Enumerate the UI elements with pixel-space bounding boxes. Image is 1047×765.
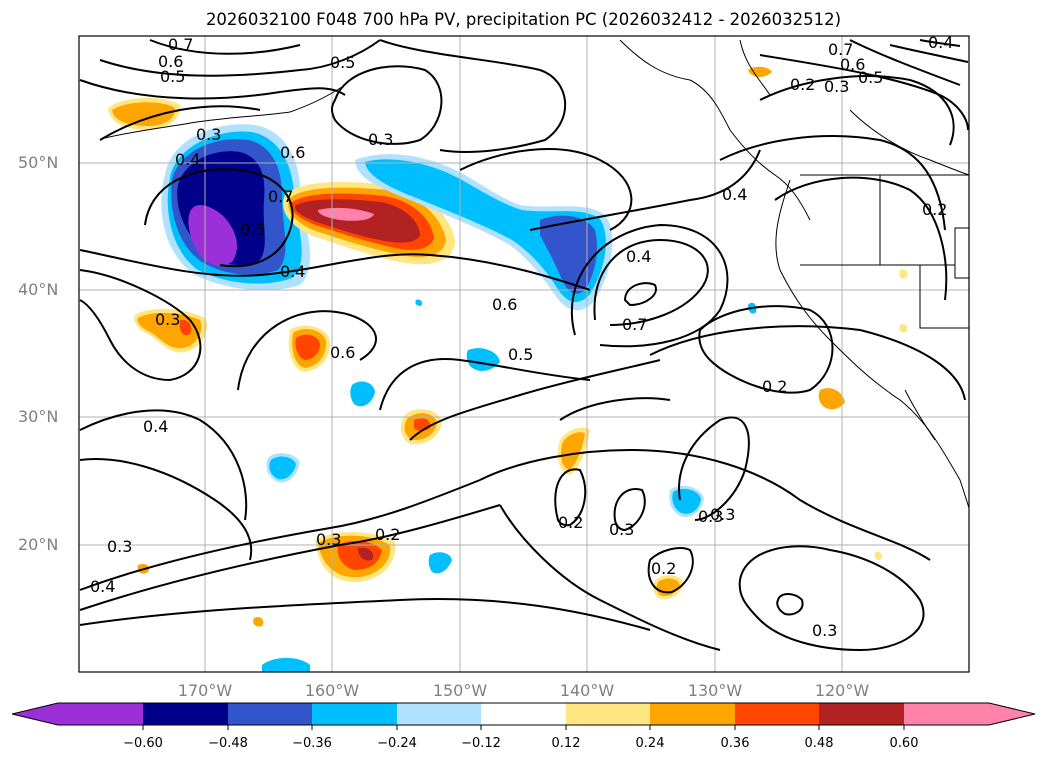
contour-label: 0.7 [168,35,193,54]
contour-label: 0.3 [609,520,634,539]
colorbar-segment [143,703,228,725]
lat-label-30n: 30°N [18,407,59,426]
colorbar-segment [228,703,312,725]
contour-label: 0.4 [626,247,651,266]
lon-label-140w: 140°W [559,681,615,700]
contour-label: 0.7 [622,315,647,334]
map-frame [78,35,970,673]
map-panel: 0.7 0.6 0.5 0.5 0.3 0.3 0.4 0.6 0.7 0.5 … [78,33,970,673]
colorbar-tick-label: 0.12 [551,736,581,751]
colorbar-tick-label: 0.24 [635,736,665,751]
lon-label-150w: 150°W [432,681,488,700]
colorbar-segment [481,703,566,725]
lon-label-120w: 120°W [814,681,870,700]
contour-label: 0.6 [280,143,305,162]
colorbar-tick-label: −0.60 [123,736,163,751]
contour-label: 0.5 [858,68,883,87]
lat-label-50n: 50°N [18,153,59,172]
contour-label: 0.2 [922,200,947,219]
colorbar-outline [11,702,1036,726]
contour-label: 0.6 [330,343,355,362]
contour-label: 0.4 [928,33,953,52]
contour-label: 0.5 [240,220,265,239]
colorbar-segment [650,703,735,725]
colorbar-extend-low [12,703,58,725]
coastlines [104,39,970,509]
precipitation-shading [108,66,908,672]
contour-label: 0.3 [196,125,221,144]
contour-label: 0.2 [558,513,583,532]
contour-label: 0.6 [158,52,183,71]
contour-label: 0.3 [107,537,132,556]
contour-label: 0.2 [790,75,815,94]
contour-label: 0.7 [828,40,853,59]
contour-label: 0.5 [160,67,185,86]
contour-label: 0.4 [90,577,115,596]
figure-title: 2026032100 F048 700 hPa PV, precipitatio… [205,10,842,29]
contour-label: 0.6 [840,55,865,74]
colorbar-tick-label: −0.12 [461,736,501,751]
contour-label: 0.7 [268,187,293,206]
contour-label: 0.4 [143,417,168,436]
contour-label: 0.3 [316,530,341,549]
contour-label: 0.6 [492,295,517,314]
graticule [79,36,969,672]
lon-label-160w: 160°W [304,681,360,700]
contour-labels: 0.7 0.6 0.5 0.5 0.3 0.3 0.4 0.6 0.7 0.5 … [90,33,953,640]
colorbar-tick-label: −0.24 [377,736,417,751]
contour-label: 0.2 [375,525,400,544]
colorbar-tick-label: 0.36 [720,736,750,751]
contour-label: 0.3 [368,130,393,149]
contour-label: 0.3 [710,505,735,524]
colorbar-segment [397,703,481,725]
lat-label-20n: 20°N [18,535,59,554]
colorbar-tick-label: −0.48 [208,736,248,751]
contour-label: 0.5 [330,53,355,72]
contour-label: 0.3 [155,310,180,329]
colorbar-segment [904,703,989,725]
pv-contours [79,39,969,652]
contour-label: 0.3 [698,507,723,526]
colorbar-segment [566,703,650,725]
contour-label: 0.2 [651,559,676,578]
colorbar-segment [312,703,397,725]
colorbar-tick-label: 0.60 [889,736,919,751]
contour-label: 0.4 [722,185,747,204]
colorbar-extend-high [989,703,1035,725]
colorbar-tick-label: 0.48 [804,736,834,751]
contour-label: 0.2 [762,377,787,396]
lat-label-40n: 40°N [18,280,59,299]
contour-label: 0.3 [824,77,849,96]
lon-label-130w: 130°W [687,681,743,700]
colorbar-tick-label: −0.36 [292,736,332,751]
colorbar-segment [735,703,819,725]
colorbar-segment [58,703,143,725]
contour-label: 0.5 [508,345,533,364]
contour-label: 0.4 [280,262,305,281]
colorbar-segment [819,703,904,725]
contour-label: 0.4 [175,150,200,169]
lon-label-170w: 170°W [177,681,233,700]
contour-label: 0.3 [812,621,837,640]
